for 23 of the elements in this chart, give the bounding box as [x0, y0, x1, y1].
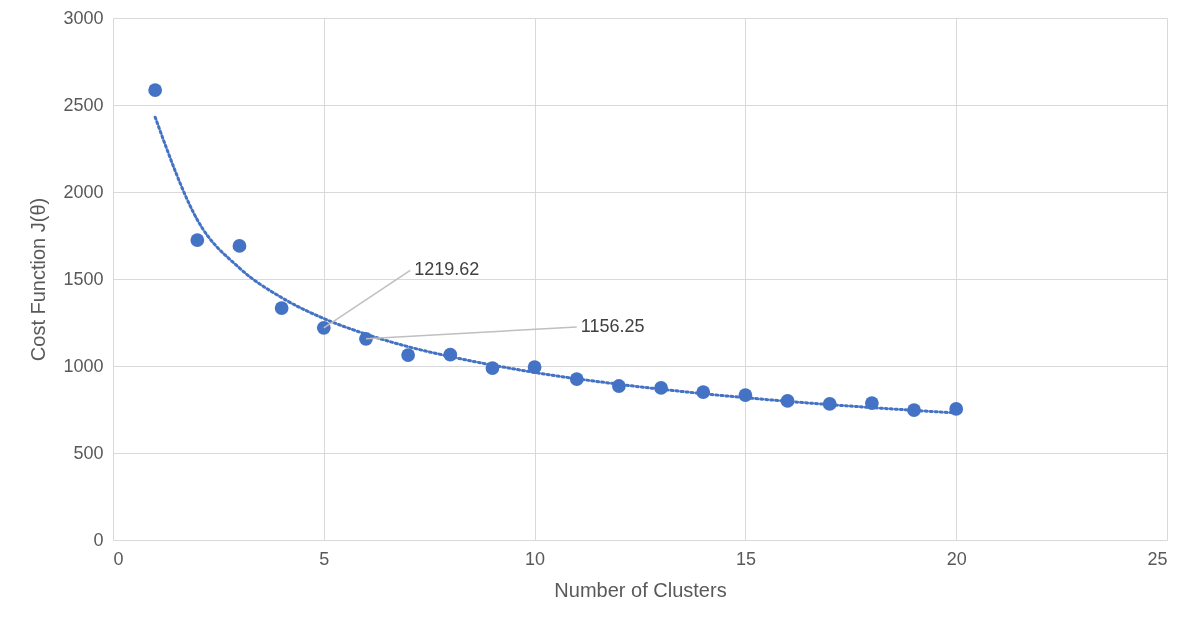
x-tick-label: 5	[319, 548, 330, 569]
y-tick-label: 2000	[63, 181, 104, 202]
point	[401, 348, 416, 362]
x-tick-label: 25	[1147, 548, 1168, 569]
x-axis-title: Number of Clusters	[554, 578, 727, 601]
x-tick-label: 15	[735, 548, 756, 569]
annotation: 1156.25	[580, 315, 645, 336]
point	[232, 239, 247, 253]
y-tick-label: 1500	[63, 268, 104, 289]
y-tick-label: 500	[73, 442, 104, 463]
x-tick-label: 0	[113, 548, 124, 569]
point	[190, 233, 205, 247]
x-tick-label: 10	[525, 548, 546, 569]
y-tick-label: 2500	[63, 94, 104, 115]
y-tick-label: 1000	[63, 355, 104, 376]
point	[274, 301, 289, 315]
annotation: 1219.62	[414, 259, 480, 280]
x-tick-label: 20	[946, 548, 967, 569]
y-axis-title: Cost Function J(θ)	[27, 197, 50, 362]
point	[148, 83, 163, 97]
y-tick-label: 0	[93, 529, 104, 550]
y-tick-label: 3000	[63, 7, 104, 28]
point	[316, 320, 331, 335]
